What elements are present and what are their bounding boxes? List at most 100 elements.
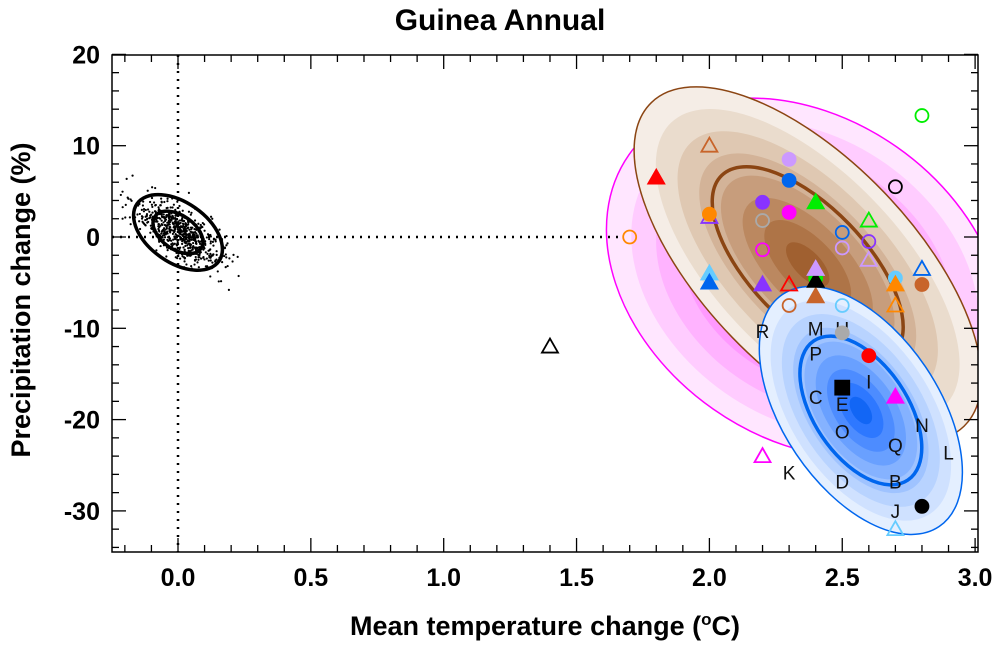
noise-point — [182, 223, 185, 226]
triangle-marker — [806, 286, 826, 304]
triangle-marker — [646, 167, 666, 185]
noise-point — [160, 219, 163, 222]
x-axis-label: Mean temperature change (oC) — [350, 610, 740, 641]
triangle-marker — [885, 386, 905, 404]
noise-point — [189, 243, 193, 246]
triangle-marker — [752, 274, 773, 292]
noise-point — [170, 216, 173, 219]
noise-point — [187, 220, 190, 224]
noise-point — [219, 280, 223, 283]
chart-title: Guinea Annual — [395, 4, 606, 37]
noise-point — [148, 217, 151, 220]
noise-point — [189, 213, 192, 216]
noise-point — [141, 215, 144, 219]
noise-point — [184, 242, 188, 245]
y-tick-label: -10 — [64, 315, 100, 343]
noise-point — [121, 217, 124, 220]
noise-point — [175, 244, 179, 247]
noise-point — [172, 216, 175, 220]
noise-point — [188, 238, 191, 241]
model-letter-P: P — [809, 345, 822, 366]
circle-marker — [914, 277, 930, 292]
x-tick-label: 0.0 — [161, 564, 196, 592]
circle-marker — [834, 240, 850, 256]
model-letter-K: K — [783, 464, 796, 485]
circle-marker — [861, 234, 877, 249]
noise-point — [136, 213, 139, 216]
noise-point — [125, 177, 128, 180]
noise-point — [169, 218, 172, 221]
noise-point — [197, 239, 200, 242]
noise-point — [148, 210, 151, 213]
noise-point — [168, 225, 171, 229]
noise-point — [173, 235, 176, 238]
noise-point — [157, 227, 160, 231]
noise-point — [166, 249, 169, 252]
noise-point — [160, 201, 163, 204]
noise-point — [167, 222, 171, 226]
noise-point — [163, 230, 166, 233]
model-letter-I: I — [866, 372, 871, 393]
y-tick-label: -30 — [64, 498, 100, 526]
noise-point — [160, 197, 163, 200]
noise-point — [225, 256, 228, 259]
natural-variability-outer-ellipse — [131, 192, 225, 272]
y-tick-label: 10 — [72, 133, 100, 161]
noise-point — [176, 256, 179, 260]
triangle-marker — [912, 259, 932, 276]
noise-point — [217, 280, 220, 283]
model-letter-E: E — [836, 395, 849, 416]
noise-point — [209, 233, 212, 237]
circle-marker — [755, 242, 770, 258]
y-tick-label: 20 — [72, 41, 100, 69]
noise-point — [154, 220, 158, 223]
noise-point — [138, 220, 141, 223]
noise-point — [187, 246, 190, 250]
x-tick-label: 1.5 — [559, 564, 594, 592]
noise-point — [176, 226, 179, 229]
noise-point — [206, 252, 209, 255]
noise-point — [141, 204, 144, 207]
noise-point — [197, 222, 200, 225]
noise-point — [183, 248, 186, 252]
noise-point — [178, 219, 181, 222]
noise-point — [147, 220, 150, 224]
noise-point — [193, 236, 196, 239]
noise-point — [193, 258, 197, 262]
noise-point — [182, 246, 185, 249]
noise-point — [161, 234, 164, 237]
noise-point — [226, 264, 229, 268]
noise-point — [127, 197, 130, 200]
square-marker — [834, 379, 851, 396]
noise-point — [178, 257, 182, 260]
noise-point — [214, 240, 217, 243]
noise-point — [129, 223, 132, 226]
noise-point — [103, 190, 105, 192]
triangle-marker — [859, 250, 879, 267]
noise-point — [185, 233, 189, 236]
noise-point — [181, 255, 184, 258]
noise-point — [142, 200, 145, 203]
noise-point — [157, 225, 160, 228]
noise-point — [193, 263, 196, 266]
triangle-marker — [859, 210, 879, 228]
noise-point — [165, 206, 168, 210]
natural-variability-inner-ellipse — [151, 209, 205, 256]
y-tick-label: -20 — [64, 407, 100, 435]
noise-point — [236, 255, 239, 258]
noise-point — [184, 244, 187, 248]
noise-point — [183, 232, 187, 235]
axes: 0.0 0.5 1.0 1.5 2.0 2.5 3.0 20 10 0 -10 -20 -30 — [64, 41, 993, 592]
noise-point — [131, 174, 134, 177]
noise-point — [224, 266, 227, 269]
noise-point — [187, 223, 190, 226]
noise-point — [166, 197, 169, 200]
noise-point — [176, 227, 179, 231]
noise-point — [204, 243, 207, 247]
noise-point — [173, 237, 177, 241]
circle-marker — [781, 172, 797, 188]
noise-point — [196, 261, 199, 264]
noise-point — [199, 223, 202, 227]
noise-point — [144, 208, 147, 212]
triangle-marker — [752, 446, 773, 464]
